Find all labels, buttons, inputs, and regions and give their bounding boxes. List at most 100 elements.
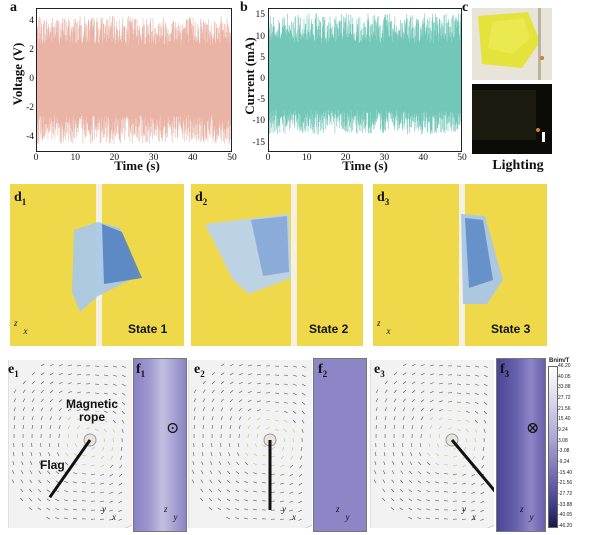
field-vector [438, 365, 443, 367]
field-vector [100, 464, 105, 468]
field-vector [91, 455, 96, 458]
field-vector [256, 382, 261, 385]
field-vector [435, 509, 440, 511]
field-vector [283, 437, 285, 443]
field-region [8, 360, 132, 528]
field-vector [40, 407, 44, 412]
field-vector [211, 407, 215, 412]
field-vector [447, 410, 453, 412]
field-vector [420, 399, 425, 403]
field-vector [40, 442, 42, 448]
field-vector [438, 391, 443, 394]
field-vector [76, 433, 78, 439]
field-vector [383, 452, 386, 457]
panel-e1-letter: e1 [8, 362, 19, 379]
field-vector [280, 518, 285, 520]
field-vector [46, 480, 51, 484]
field-vector [480, 500, 485, 504]
field-vector [192, 461, 195, 466]
field-vector [256, 365, 261, 367]
field-vector [47, 470, 51, 475]
field-vector [465, 392, 470, 395]
field-vector [192, 470, 195, 475]
field-vector [121, 419, 125, 424]
field-vector [253, 499, 258, 502]
field-vector [31, 372, 36, 376]
field-vector [211, 398, 215, 403]
field-vector [474, 428, 477, 433]
field-vector [274, 419, 279, 422]
field-vector [374, 461, 377, 466]
field-region [370, 360, 494, 528]
field-vector [471, 518, 476, 521]
field-vector [292, 374, 297, 377]
field-vector [429, 382, 434, 385]
field-vector [238, 407, 242, 412]
field-vector [438, 373, 443, 376]
field-vector [444, 444, 449, 448]
field-vector [474, 383, 479, 386]
field-vector [39, 452, 42, 457]
photo-state-1: d1 zx State 1 [10, 184, 184, 346]
panel-e3-letter: e3 [374, 362, 385, 379]
axes-indicator-d1: zx [14, 318, 28, 336]
field-vector [472, 455, 476, 460]
field-vector [290, 455, 294, 460]
field-vector [462, 500, 467, 503]
field-vector [420, 364, 425, 367]
field-vector [202, 380, 206, 385]
field-vector [256, 433, 258, 439]
field-vector [474, 392, 479, 396]
field-vector [109, 509, 114, 512]
field-vector [226, 516, 231, 520]
field-vector [292, 410, 297, 414]
field-vector [453, 455, 458, 458]
field-vector [109, 500, 114, 503]
field-vector [444, 464, 449, 466]
field-vector [37, 489, 42, 493]
field-map-f1 [133, 358, 187, 532]
field-vector [81, 473, 87, 475]
field-vector [65, 452, 69, 457]
field-vector [101, 446, 105, 451]
field-vector [301, 383, 306, 387]
field-vector [31, 389, 35, 394]
field-vector [393, 407, 397, 412]
field-vector [435, 453, 440, 457]
field-vector [426, 462, 431, 466]
tick-label: 0 [260, 74, 265, 84]
field-vector [481, 455, 485, 460]
tick-label: 0 [29, 74, 34, 84]
field-vector [443, 473, 449, 475]
field-vector [58, 381, 63, 385]
field-vector [58, 407, 62, 412]
field-vector [76, 400, 81, 403]
field-vector [438, 417, 443, 421]
field-vector [420, 373, 425, 376]
field-plot-e3 [370, 360, 494, 528]
field-vector [399, 498, 404, 502]
field-vector [301, 410, 305, 415]
field-vector [280, 455, 285, 459]
field-vector [480, 509, 485, 512]
field-vector [94, 401, 100, 403]
field-vector [211, 416, 214, 421]
field-vector [85, 418, 90, 421]
tick-label: 0 [33, 153, 39, 163]
field-vector [100, 500, 105, 503]
field-vector [399, 489, 404, 493]
field-vector [74, 443, 78, 448]
field-vector [82, 464, 87, 466]
field-vector [100, 509, 105, 512]
flag-dark-drawing [472, 90, 545, 142]
field-vector [64, 508, 69, 511]
signal-line [268, 13, 462, 135]
field-vector [22, 398, 26, 403]
state-1-drawing [10, 184, 184, 346]
field-map-f3 [496, 358, 546, 532]
panel-f2-letter: f2 [318, 362, 328, 379]
field-vector [76, 391, 81, 394]
field-vector [298, 509, 303, 512]
field-vector [109, 518, 114, 521]
field-vector [393, 425, 395, 430]
